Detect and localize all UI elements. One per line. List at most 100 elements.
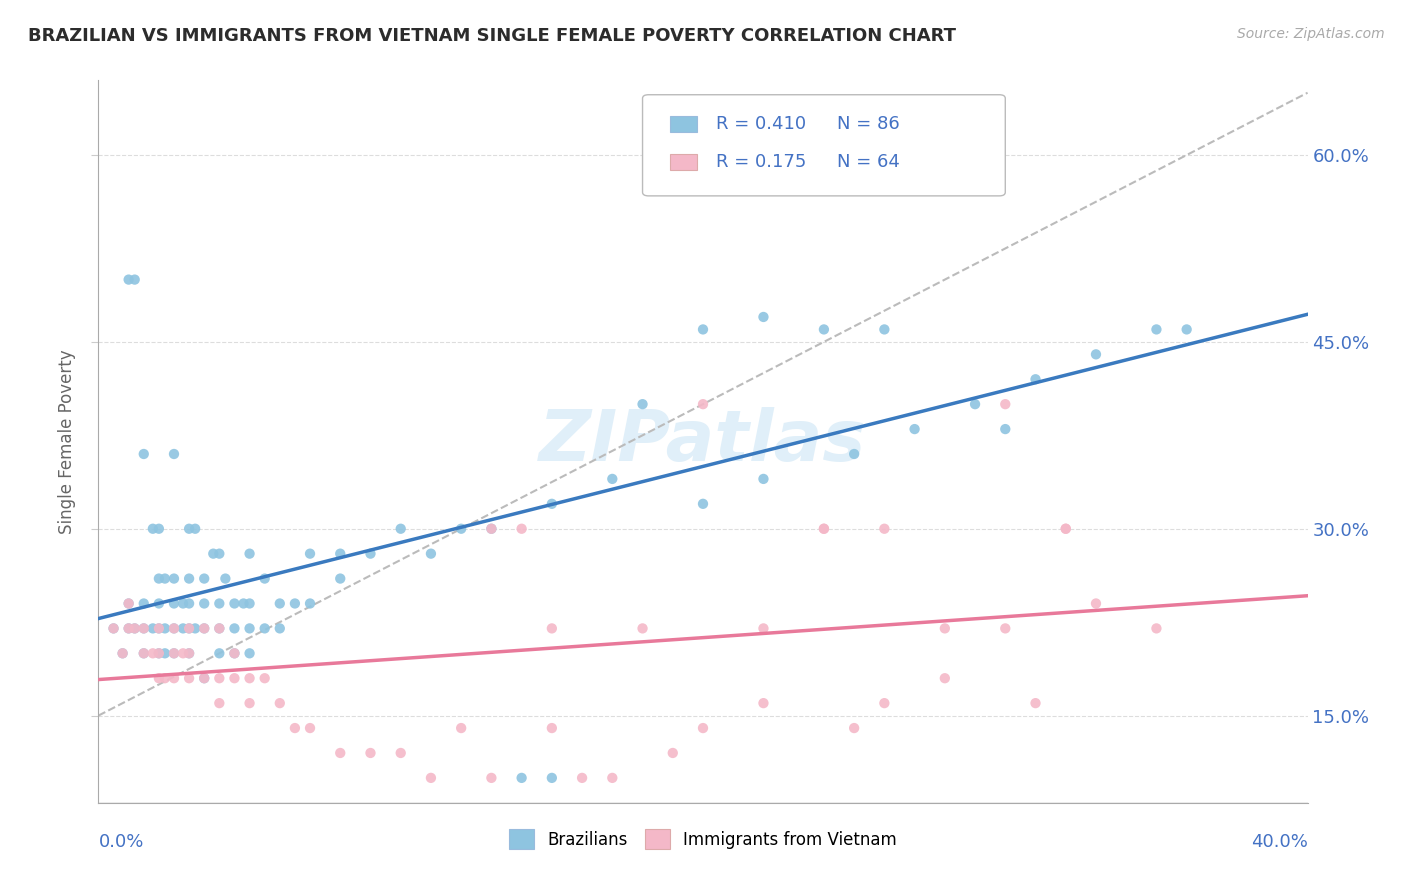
- Point: [224, 646, 246, 660]
- Point: [873, 522, 896, 536]
- Point: [692, 322, 714, 336]
- Point: [269, 597, 291, 611]
- FancyBboxPatch shape: [671, 154, 697, 169]
- Point: [132, 447, 155, 461]
- Point: [193, 671, 215, 685]
- Point: [994, 397, 1017, 411]
- Point: [153, 621, 176, 635]
- Point: [179, 646, 201, 660]
- Point: [179, 671, 201, 685]
- Point: [179, 646, 201, 660]
- Point: [118, 621, 141, 635]
- Point: [132, 646, 155, 660]
- Point: [692, 721, 714, 735]
- Point: [163, 646, 186, 660]
- Point: [450, 522, 472, 536]
- Point: [994, 422, 1017, 436]
- Point: [142, 522, 165, 536]
- Point: [934, 671, 956, 685]
- Point: [179, 621, 201, 635]
- Point: [148, 646, 170, 660]
- Point: [163, 621, 186, 635]
- Text: ZIPatlas: ZIPatlas: [540, 407, 866, 476]
- Point: [965, 397, 987, 411]
- Y-axis label: Single Female Poverty: Single Female Poverty: [58, 350, 76, 533]
- Text: 40.0%: 40.0%: [1251, 833, 1308, 851]
- Point: [631, 397, 654, 411]
- Point: [239, 547, 262, 561]
- Point: [132, 646, 155, 660]
- Point: [1085, 347, 1108, 361]
- Point: [450, 721, 472, 735]
- Point: [142, 621, 165, 635]
- Point: [103, 621, 125, 635]
- Point: [481, 522, 503, 536]
- Point: [389, 746, 412, 760]
- Point: [661, 746, 683, 760]
- Point: [934, 621, 956, 635]
- Point: [752, 310, 775, 324]
- Point: [329, 547, 352, 561]
- Point: [172, 597, 194, 611]
- Point: [153, 671, 176, 685]
- Point: [208, 621, 231, 635]
- Point: [1054, 522, 1077, 536]
- Point: [540, 621, 562, 635]
- Point: [631, 621, 654, 635]
- Point: [299, 597, 322, 611]
- Point: [148, 621, 170, 635]
- Point: [163, 671, 186, 685]
- Point: [193, 621, 215, 635]
- Point: [163, 447, 186, 461]
- Point: [111, 646, 134, 660]
- Point: [692, 397, 714, 411]
- Point: [284, 721, 307, 735]
- Point: [179, 597, 201, 611]
- Point: [132, 621, 155, 635]
- Point: [284, 597, 307, 611]
- Point: [232, 597, 254, 611]
- Point: [540, 771, 562, 785]
- Point: [193, 671, 215, 685]
- Point: [179, 522, 201, 536]
- Point: [202, 547, 225, 561]
- Point: [118, 272, 141, 286]
- Point: [132, 597, 155, 611]
- Point: [224, 621, 246, 635]
- Point: [329, 572, 352, 586]
- Point: [208, 671, 231, 685]
- Point: [692, 497, 714, 511]
- Point: [208, 646, 231, 660]
- Point: [163, 597, 186, 611]
- Point: [184, 522, 207, 536]
- Point: [420, 547, 443, 561]
- Point: [1144, 322, 1167, 336]
- Point: [208, 597, 231, 611]
- Text: Source: ZipAtlas.com: Source: ZipAtlas.com: [1237, 27, 1385, 41]
- Point: [103, 621, 125, 635]
- Point: [253, 671, 276, 685]
- Point: [1024, 372, 1046, 386]
- Point: [239, 621, 262, 635]
- Point: [148, 646, 170, 660]
- Point: [193, 621, 215, 635]
- Point: [1175, 322, 1198, 336]
- Point: [111, 646, 134, 660]
- Point: [214, 572, 236, 586]
- Point: [329, 746, 352, 760]
- Point: [299, 547, 322, 561]
- Point: [124, 621, 146, 635]
- Point: [172, 646, 194, 660]
- Point: [813, 322, 835, 336]
- Point: [299, 721, 322, 735]
- Point: [118, 597, 141, 611]
- Text: R = 0.175: R = 0.175: [716, 153, 807, 171]
- Point: [571, 771, 593, 785]
- Point: [602, 771, 624, 785]
- Point: [1054, 522, 1077, 536]
- Legend: Brazilians, Immigrants from Vietnam: Brazilians, Immigrants from Vietnam: [502, 822, 904, 856]
- Point: [752, 621, 775, 635]
- Point: [540, 721, 562, 735]
- Point: [208, 547, 231, 561]
- Point: [224, 671, 246, 685]
